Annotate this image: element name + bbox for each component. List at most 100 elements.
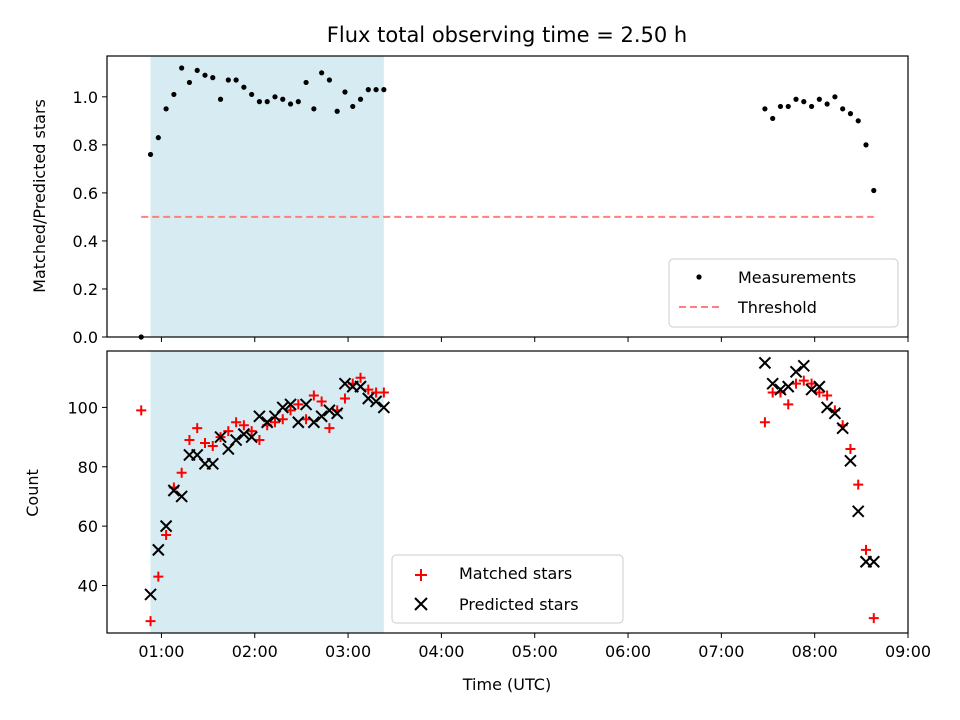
predicted-stars-point: [315, 410, 328, 423]
matched-stars-point: [161, 530, 172, 541]
y-tick-label: 0.8: [73, 136, 98, 155]
measurements-point: [163, 106, 169, 112]
bottom-panel: 40 60 80 100 01:00 02:00 03:00 04:00 05:00 06:00…: [23, 350, 931, 694]
matched-stars-point: [136, 405, 147, 416]
observation-span-top: [150, 56, 384, 337]
predicted-stars-point: [766, 377, 779, 390]
predicted-stars-point: [774, 383, 787, 396]
legend-label-threshold: Threshold: [737, 298, 817, 317]
predicted-stars-point: [836, 421, 849, 435]
measurements-point: [171, 91, 177, 98]
predicted-stars-point: [237, 427, 251, 441]
y-tick-label: 0.6: [73, 184, 98, 203]
matched-stars-point: [246, 426, 257, 437]
matched-stars-point: [301, 414, 312, 425]
measurements-point: [863, 142, 869, 148]
predicted-stars-point: [144, 588, 157, 601]
matched-stars-point: [363, 384, 374, 395]
measurements-point: [334, 108, 340, 114]
measurements-point: [342, 89, 348, 95]
predicted-stars-point: [782, 380, 795, 393]
predicted-stars-point: [844, 454, 857, 468]
matched-stars-point: [153, 571, 164, 582]
y-tick-label: 40: [78, 577, 98, 596]
measurements-point: [357, 96, 364, 102]
y-tick-label: 0.2: [73, 280, 98, 299]
predicted-stars-point: [852, 505, 865, 518]
predicted-stars-point: [805, 383, 818, 396]
measurements-point: [295, 99, 301, 105]
predicted-stars-point: [206, 457, 219, 471]
top-legend-box: [668, 258, 899, 328]
measurements-point: [311, 106, 317, 112]
matched-stars-point: [192, 423, 203, 434]
measurements-point: [847, 111, 854, 117]
matched-stars-point: [861, 544, 872, 555]
top-panel: 0.0 0.2 0.4 0.6 0.8 1.0 Matched/Predicted sta…: [30, 55, 909, 347]
predicted-stars-point: [159, 519, 173, 533]
matched-stars-point: [269, 417, 280, 428]
measurements-point: [832, 94, 838, 100]
legend-label-predicted: Predicted stars: [459, 595, 579, 614]
measurements-point: [241, 84, 247, 90]
measurements-point: [147, 151, 154, 158]
matched-stars-point: [223, 426, 234, 437]
matched-stars-point: [199, 438, 210, 449]
x-tick-label: 09:00: [885, 642, 931, 661]
measurements-point: [816, 96, 822, 102]
measurements-point: [777, 103, 784, 110]
measurements-point: [762, 106, 768, 112]
legend-marker-predicted: [414, 597, 428, 611]
top-y-axis-label: Matched/Predicted stars: [30, 99, 49, 293]
predicted-stars-point: [307, 416, 321, 429]
measurements-point: [319, 70, 325, 76]
matched-stars-point: [184, 435, 195, 446]
matched-stars-point: [293, 399, 304, 410]
measurements-point: [801, 99, 807, 105]
measurements-point: [194, 67, 200, 74]
measurements-point: [824, 101, 830, 107]
matched-stars-point: [822, 390, 833, 401]
matched-stars-point: [853, 479, 864, 490]
matched-stars-point: [845, 443, 856, 454]
measurements-point: [233, 77, 239, 83]
matched-stars-point: [254, 435, 265, 446]
predicted-stars-point: [369, 395, 383, 408]
top-x-axis: [160, 337, 909, 342]
x-axis-label: Time (UTC): [462, 675, 551, 694]
measurements-point: [272, 94, 278, 100]
bottom-x-axis: 01:00 02:00 03:00 04:00 05:00 06:00 07:00 08:00…: [138, 633, 931, 661]
predicted-stars-point: [292, 416, 305, 429]
legend-label-measurements: Measurements: [738, 268, 856, 287]
matched-stars-point: [207, 440, 218, 451]
measurements-point: [249, 91, 255, 98]
predicted-stars-point: [377, 401, 391, 414]
measurements-point: [155, 135, 161, 141]
measurements-point: [256, 99, 263, 105]
y-tick-label: 100: [67, 398, 98, 417]
predicted-stars-point: [323, 404, 336, 417]
measurements-point: [186, 79, 193, 86]
matched-stars-point: [791, 378, 802, 389]
top-axes-frame: [106, 55, 909, 338]
y-tick-label: 0.4: [73, 232, 98, 251]
measurements-point: [287, 101, 294, 107]
y-tick-label: 1.0: [73, 88, 98, 107]
predicted-stars-point: [167, 484, 181, 497]
bottom-axes-frame: [106, 350, 909, 634]
measurements-point: [217, 96, 224, 102]
matched-stars-point: [783, 399, 794, 410]
predicted-stars-point: [758, 356, 772, 370]
legend-marker-matched: [415, 569, 427, 581]
measurements-point: [365, 87, 371, 93]
matched-stars-point: [231, 417, 242, 428]
predicted-stars-point: [152, 543, 165, 557]
measurements-point: [326, 77, 333, 83]
measurements-point: [179, 65, 185, 71]
matched-stars-point: [806, 378, 817, 389]
x-tick-label: 01:00: [138, 642, 184, 661]
matched-stars-point: [814, 387, 825, 398]
predicted-stars-point: [214, 430, 227, 444]
measurements-point: [280, 96, 286, 102]
measurements-point: [808, 103, 815, 110]
